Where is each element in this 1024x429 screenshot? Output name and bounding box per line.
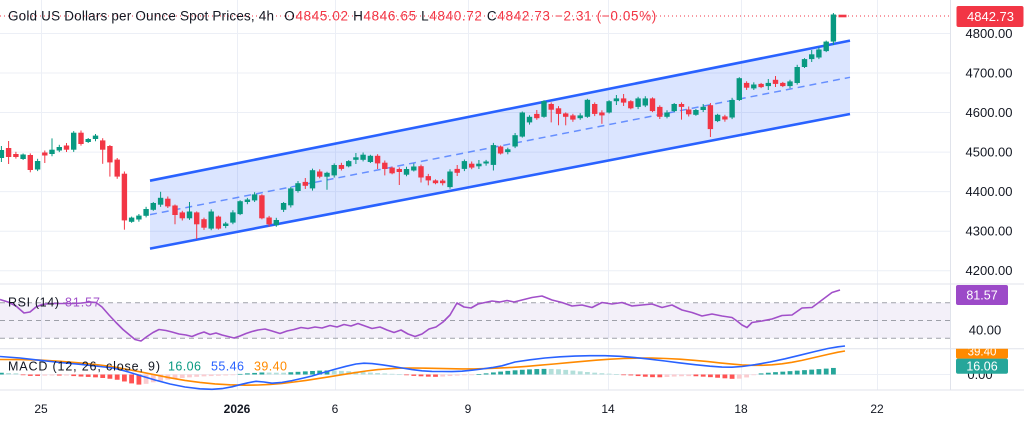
svg-text:4300.00: 4300.00 <box>966 224 1013 239</box>
svg-text:4600.00: 4600.00 <box>966 105 1013 120</box>
svg-text:22: 22 <box>870 402 884 416</box>
svg-text:4842.73: 4842.73 <box>967 9 1014 24</box>
svg-text:81.57: 81.57 <box>65 296 100 310</box>
svg-text:16.06: 16.06 <box>168 360 201 374</box>
svg-text:RSI (14): RSI (14) <box>8 296 59 310</box>
svg-text:4500.00: 4500.00 <box>966 145 1013 160</box>
svg-text:16.06: 16.06 <box>966 360 997 374</box>
svg-text:14: 14 <box>601 402 615 416</box>
svg-text:40.00: 40.00 <box>969 322 1002 337</box>
svg-text:4700.00: 4700.00 <box>966 66 1013 81</box>
svg-text:9: 9 <box>465 402 472 416</box>
svg-text:39.40: 39.40 <box>254 360 287 374</box>
svg-text:2026: 2026 <box>224 402 251 416</box>
svg-text:55.46: 55.46 <box>211 360 244 374</box>
svg-text:81.57: 81.57 <box>966 289 997 303</box>
svg-text:4200.00: 4200.00 <box>966 263 1013 278</box>
svg-text:4400.00: 4400.00 <box>966 184 1013 199</box>
svg-text:Gold US Dollars per Ounce Spot: Gold US Dollars per Ounce Spot Prices, 4… <box>8 9 274 24</box>
svg-text:O4845.02 H4846.65 L4840.72 C48: O4845.02 H4846.65 L4840.72 C4842.73 −2.3… <box>284 9 656 24</box>
svg-text:39.40: 39.40 <box>968 347 997 359</box>
svg-text:6: 6 <box>332 402 339 416</box>
svg-text:25: 25 <box>34 402 48 416</box>
svg-text:18: 18 <box>734 402 748 416</box>
svg-text:MACD (12, 26, close, 9): MACD (12, 26, close, 9) <box>8 360 160 374</box>
svg-text:4800.00: 4800.00 <box>966 26 1013 41</box>
